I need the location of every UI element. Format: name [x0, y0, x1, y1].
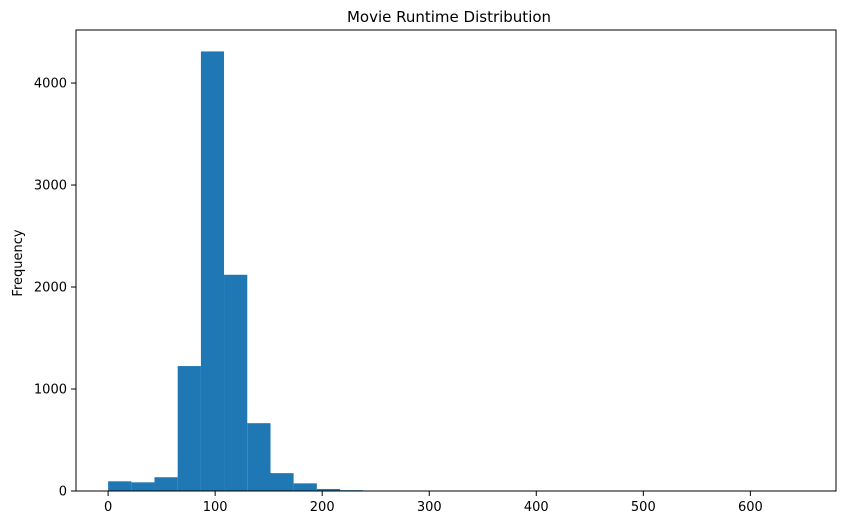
histogram-bar: [154, 477, 178, 491]
bars-group: [108, 51, 804, 492]
histogram-bar: [108, 481, 132, 491]
histogram-bar: [247, 423, 271, 491]
histogram-bar: [131, 482, 155, 491]
x-tick-label: 300: [417, 500, 442, 515]
y-tick-label: 4000: [34, 77, 67, 92]
y-axis-ticks: 0 1000 2000 3000 4000: [34, 77, 76, 500]
chart-title: Movie Runtime Distribution: [347, 8, 551, 26]
histogram-bar: [177, 366, 201, 491]
x-tick-label: 500: [631, 500, 656, 515]
x-tick-label: 600: [738, 500, 763, 515]
x-axis-ticks: 0 100 200 300 400 500 600: [104, 491, 763, 515]
histogram-bar: [224, 274, 248, 491]
y-axis-label: Frequency: [11, 229, 26, 296]
plot-frame: [75, 29, 837, 492]
histogram-bar: [316, 488, 341, 491]
y-tick-label: 0: [59, 485, 67, 500]
y-tick-label: 3000: [34, 179, 67, 194]
histogram-bar: [270, 473, 294, 491]
y-tick-label: 1000: [34, 383, 67, 398]
x-tick-label: 200: [310, 500, 335, 515]
x-tick-label: 100: [203, 500, 228, 515]
histogram-bar: [293, 483, 317, 491]
x-tick-label: 0: [104, 500, 112, 515]
y-tick-label: 2000: [34, 281, 67, 296]
histogram-bar: [200, 51, 225, 491]
x-tick-label: 400: [524, 500, 549, 515]
